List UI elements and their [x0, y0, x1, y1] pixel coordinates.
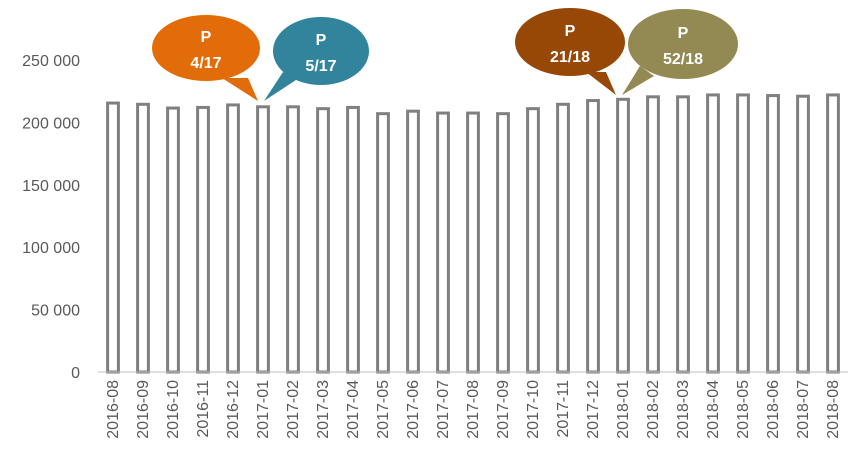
x-tick-label: 2017-05	[375, 380, 392, 439]
bar	[616, 97, 630, 374]
bar	[136, 102, 150, 374]
x-tick-label: 2016-12	[225, 380, 242, 439]
x-axis-ticks: 2016-08 2016-09 2016-10 2016-11 2016-12 2017-…	[105, 380, 842, 439]
x-tick-label: 2017-09	[495, 380, 512, 439]
x-tick-label: 2018-05	[735, 380, 752, 439]
x-tick-label: 2016-08	[105, 380, 122, 439]
x-tick-label: 2017-06	[405, 380, 422, 439]
bar	[286, 105, 300, 374]
y-tick-label: 100 000	[22, 240, 80, 257]
bar	[526, 107, 540, 374]
bubble-body	[273, 17, 369, 85]
bubble-label-line1: P	[678, 25, 689, 42]
bubble-label-line1: P	[316, 32, 327, 49]
x-tick-label: 2017-08	[465, 380, 482, 439]
bars	[106, 93, 840, 374]
bar	[586, 99, 600, 374]
bar	[346, 105, 360, 374]
x-tick-label: 2018-01	[615, 380, 632, 439]
bubble-tail	[622, 66, 654, 95]
annotation-bubble: P 4/17	[152, 15, 260, 101]
bar	[376, 112, 390, 374]
x-tick-label: 2017-11	[555, 380, 572, 438]
y-tick-label: 50 000	[31, 303, 80, 320]
x-tick-label: 2017-02	[285, 380, 302, 439]
bar	[256, 105, 270, 374]
x-tick-label: 2016-10	[165, 380, 182, 439]
bubble-label-line2: 5/17	[305, 58, 336, 75]
y-tick-label: 0	[71, 365, 80, 382]
bubble-body	[515, 8, 625, 76]
bar	[106, 101, 120, 374]
bubble-label-line2: 21/18	[550, 49, 590, 66]
x-tick-label: 2017-07	[435, 380, 452, 439]
x-tick-label: 2017-10	[525, 380, 542, 439]
x-tick-label: 2017-04	[345, 380, 362, 439]
bar	[796, 94, 810, 374]
bubble-body	[152, 15, 260, 81]
x-tick-label: 2018-02	[645, 380, 662, 439]
bar	[466, 111, 480, 374]
bar	[556, 102, 570, 374]
x-tick-label: 2016-11	[195, 380, 212, 438]
x-tick-label: 2017-01	[255, 380, 272, 439]
bubble-label-line2: 52/18	[663, 51, 703, 68]
x-tick-label: 2017-03	[315, 380, 332, 439]
bar	[406, 109, 420, 374]
bubble-tail	[586, 72, 616, 95]
y-axis-ticks: 0 50 000 100 000 150 000 200 000 250 000	[22, 53, 80, 382]
y-tick-label: 250 000	[22, 53, 80, 70]
annotation-bubble: P 52/18	[622, 9, 738, 95]
bubble-label-line1: P	[201, 29, 212, 46]
bubble-tail	[264, 72, 296, 101]
bar	[706, 93, 720, 374]
bubble-body	[628, 9, 738, 79]
bar	[826, 93, 840, 374]
x-tick-label: 2018-04	[705, 380, 722, 439]
annotation-bubble: P 5/17	[264, 17, 369, 101]
bar	[496, 112, 510, 374]
bar	[436, 111, 450, 374]
y-tick-label: 150 000	[22, 178, 80, 195]
bar	[316, 107, 330, 374]
annotation-bubble: P 21/18	[515, 8, 625, 95]
x-tick-label: 2018-08	[825, 380, 842, 439]
x-tick-label: 2018-03	[675, 380, 692, 439]
bubble-label-line1: P	[565, 23, 576, 40]
y-tick-label: 200 000	[22, 115, 80, 132]
bubble-label-line2: 4/17	[190, 55, 221, 72]
bubble-tail	[222, 78, 258, 101]
x-tick-label: 2017-12	[585, 380, 602, 439]
bar	[676, 95, 690, 374]
x-tick-label: 2018-06	[765, 380, 782, 439]
bar	[226, 103, 240, 374]
bar	[166, 106, 180, 374]
bar	[646, 95, 660, 374]
bar	[766, 94, 780, 374]
x-tick-label: 2018-07	[795, 380, 812, 439]
x-tick-label: 2016-09	[135, 380, 152, 439]
bar	[196, 105, 210, 374]
bar	[736, 93, 750, 374]
annotation-bubbles: P 4/17 P 5/17 P 21/18 P 52/18	[152, 8, 738, 101]
